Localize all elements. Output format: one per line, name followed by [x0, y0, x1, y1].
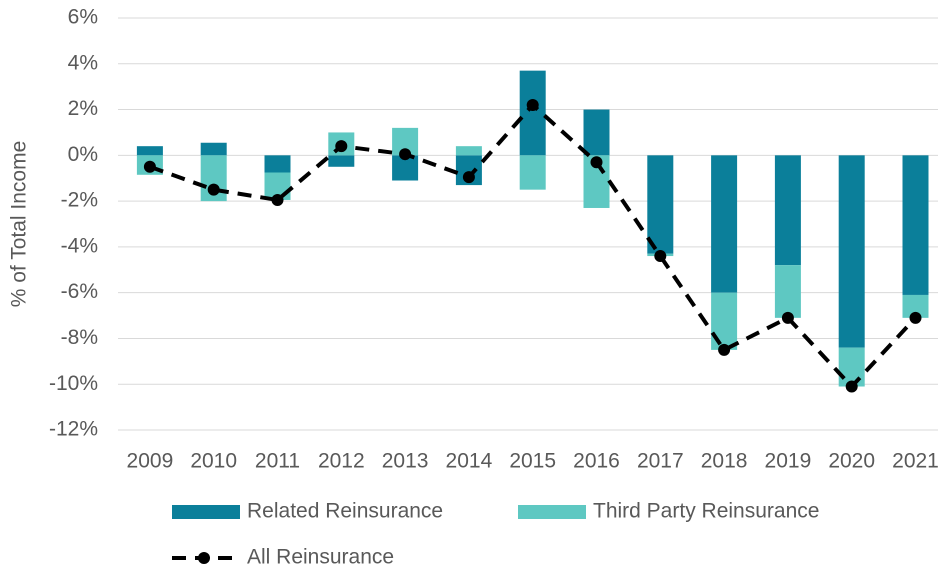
- bar: [455, 146, 482, 156]
- y-tick-label: -8%: [61, 326, 98, 349]
- x-tick-label: 2013: [382, 450, 429, 473]
- y-tick-label: -6%: [61, 280, 98, 303]
- line-marker: [845, 380, 858, 393]
- legend-marker: [198, 552, 210, 564]
- legend-label: Related Reinsurance: [247, 500, 443, 523]
- bar: [774, 265, 801, 318]
- y-tick-label: 6%: [68, 6, 98, 29]
- y-tick-label: 0%: [68, 143, 98, 166]
- x-tick-label: 2020: [828, 450, 875, 473]
- bar: [774, 155, 801, 266]
- bar: [328, 155, 355, 167]
- bar: [711, 292, 738, 350]
- bar: [838, 155, 865, 348]
- x-tick-label: 2017: [637, 450, 684, 473]
- line-marker: [207, 183, 220, 196]
- y-tick-label: -10%: [49, 372, 98, 395]
- line-marker: [143, 160, 156, 173]
- y-tick-label: -12%: [49, 418, 98, 441]
- bar: [583, 109, 610, 156]
- line-marker: [271, 193, 284, 206]
- legend-label: Third Party Reinsurance: [593, 500, 819, 523]
- y-tick-label: 2%: [68, 97, 98, 120]
- line-marker: [526, 98, 539, 111]
- x-tick-label: 2014: [446, 450, 493, 473]
- line-marker: [654, 250, 667, 263]
- x-tick-label: 2011: [255, 450, 300, 473]
- x-tick-label: 2021: [892, 450, 938, 473]
- legend-swatch: [172, 505, 240, 519]
- bar: [519, 70, 546, 156]
- line-marker: [909, 311, 922, 324]
- x-tick-label: 2015: [509, 450, 556, 473]
- legend-swatch: [518, 505, 586, 519]
- bar: [902, 294, 929, 318]
- x-tick-label: 2016: [573, 450, 620, 473]
- x-tick-label: 2018: [701, 450, 748, 473]
- line-marker: [399, 148, 412, 161]
- bar: [902, 155, 929, 295]
- line-marker: [718, 343, 731, 356]
- y-tick-label: 4%: [68, 51, 98, 74]
- y-axis-label: % of Total Income: [8, 141, 31, 308]
- bar: [519, 155, 546, 190]
- line-marker: [335, 140, 348, 153]
- legend-label: All Reinsurance: [247, 546, 394, 569]
- bar: [264, 155, 291, 173]
- line-marker: [462, 171, 475, 184]
- line-marker: [781, 311, 794, 324]
- bar: [136, 146, 163, 156]
- bar: [647, 155, 674, 254]
- x-tick-label: 2009: [127, 450, 174, 473]
- x-tick-label: 2010: [190, 450, 237, 473]
- y-tick-label: -2%: [61, 189, 98, 212]
- x-tick-label: 2019: [765, 450, 812, 473]
- line-marker: [590, 156, 603, 169]
- bar: [711, 155, 738, 293]
- bar: [200, 142, 227, 156]
- y-tick-label: -4%: [61, 234, 98, 257]
- x-tick-label: 2012: [318, 450, 365, 473]
